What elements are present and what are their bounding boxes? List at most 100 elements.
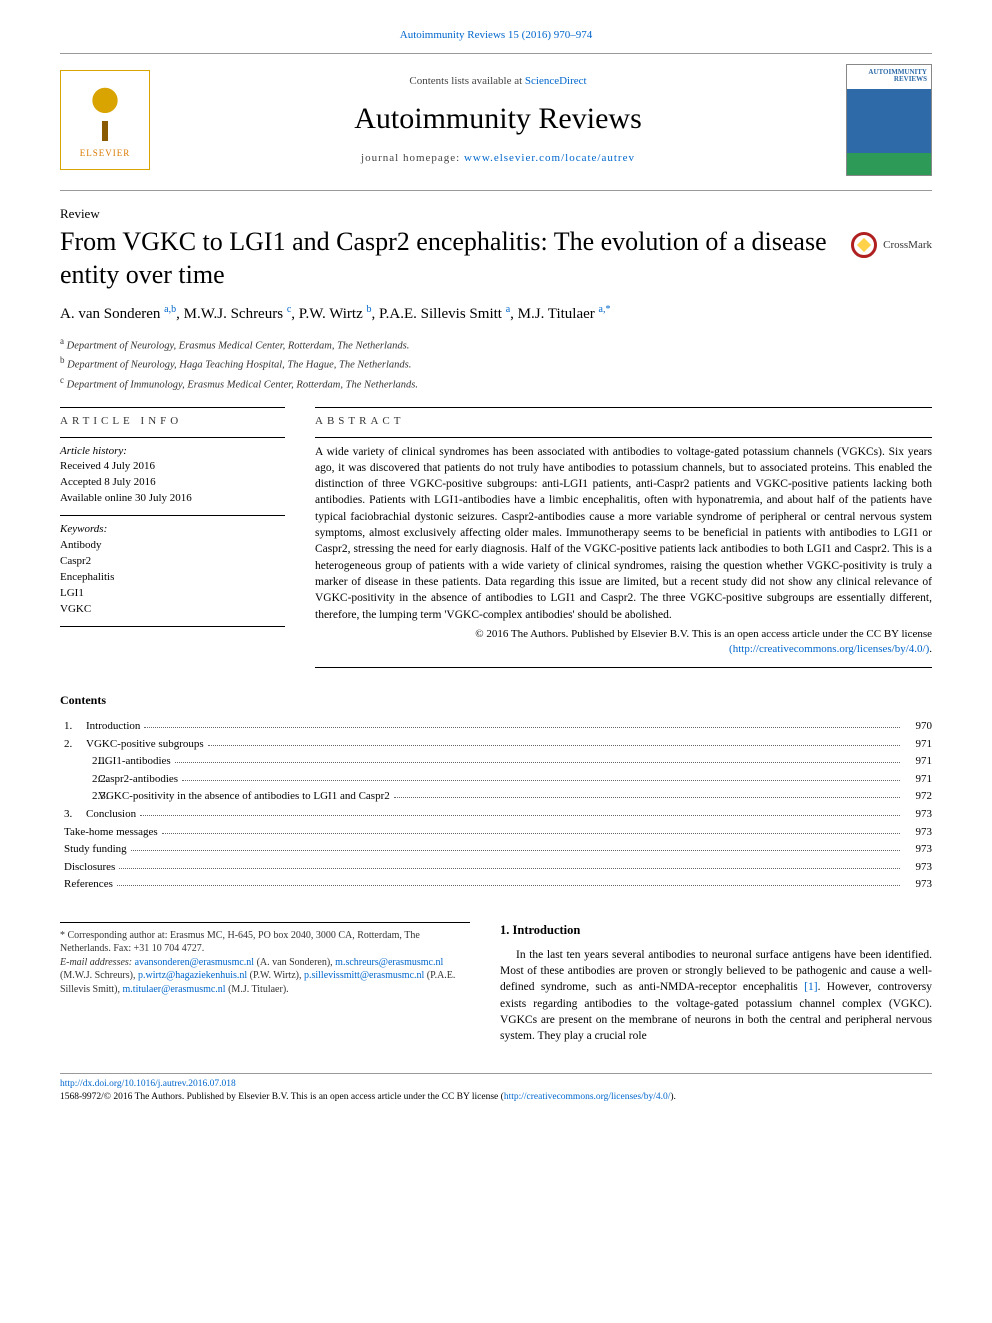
email-author-name: (M.W.J. Schreurs), bbox=[60, 970, 135, 981]
elsevier-tree-icon bbox=[75, 81, 135, 141]
toc-label: Caspr2-antibodies bbox=[98, 771, 178, 789]
author-email-link[interactable]: p.wirtz@hagaziekenhuis.nl bbox=[138, 970, 247, 981]
toc-label: Take-home messages bbox=[64, 824, 158, 842]
cc-license-link[interactable]: (http://creativecommons.org/licenses/by/… bbox=[729, 643, 929, 655]
email-author-name: (M.J. Titulaer). bbox=[228, 984, 289, 995]
article-info-column: ARTICLE INFO Article history: Received 4… bbox=[60, 407, 285, 674]
abstract-text: A wide variety of clinical syndromes has… bbox=[315, 444, 932, 624]
toc-row[interactable]: Take-home messages 973 bbox=[60, 824, 932, 842]
toc-row[interactable]: 2.3.VGKC-positivity in the absence of an… bbox=[60, 788, 932, 806]
toc-label: References bbox=[64, 876, 113, 894]
section-1-heading: 1. Introduction bbox=[500, 922, 932, 939]
toc-leader-dots bbox=[117, 876, 900, 886]
article-history: Article history: Received 4 July 2016 Ac… bbox=[60, 444, 285, 508]
homepage-prefix: journal homepage: bbox=[361, 152, 464, 164]
journal-header: ELSEVIER Contents lists available at Sci… bbox=[60, 53, 932, 191]
email-author-name: (P.W. Wirtz), bbox=[250, 970, 302, 981]
keyword: VGKC bbox=[60, 602, 285, 618]
footnote-star: * bbox=[60, 930, 65, 941]
toc-row[interactable]: 2.VGKC-positive subgroups 971 bbox=[60, 736, 932, 754]
elsevier-brand-text: ELSEVIER bbox=[80, 147, 131, 159]
affiliation-line: a Department of Neurology, Erasmus Medic… bbox=[60, 335, 932, 354]
toc-label: Study funding bbox=[64, 841, 127, 859]
toc-page: 973 bbox=[904, 841, 932, 859]
toc-row[interactable]: 2.1.LGI1-antibodies 971 bbox=[60, 753, 932, 771]
keyword: Encephalitis bbox=[60, 570, 285, 586]
toc-leader-dots bbox=[140, 806, 900, 816]
elsevier-logo: ELSEVIER bbox=[60, 70, 150, 170]
crossmark-label: CrossMark bbox=[883, 238, 932, 253]
affiliation-line: c Department of Immunology, Erasmus Medi… bbox=[60, 374, 932, 393]
footer-close-paren: ). bbox=[670, 1092, 676, 1102]
history-received: Received 4 July 2016 bbox=[60, 459, 285, 475]
emails-label: E-mail addresses: bbox=[60, 957, 132, 968]
toc-row[interactable]: Disclosures 973 bbox=[60, 859, 932, 877]
journal-name: Autoimmunity Reviews bbox=[166, 99, 830, 140]
crossmark-widget[interactable]: CrossMark bbox=[851, 226, 932, 258]
toc-row[interactable]: References 973 bbox=[60, 876, 932, 894]
toc-page: 973 bbox=[904, 876, 932, 894]
abstract-heading: ABSTRACT bbox=[315, 414, 932, 429]
toc-label: Disclosures bbox=[64, 859, 115, 877]
toc-row[interactable]: Study funding 973 bbox=[60, 841, 932, 859]
toc-leader-dots bbox=[144, 718, 900, 728]
journal-homepage-link[interactable]: www.elsevier.com/locate/autrev bbox=[464, 152, 635, 164]
contents-available-line: Contents lists available at ScienceDirec… bbox=[166, 74, 830, 89]
sciencedirect-link[interactable]: ScienceDirect bbox=[525, 75, 587, 87]
table-of-contents: 1.Introduction 9702.VGKC-positive subgro… bbox=[60, 718, 932, 894]
author-email-link[interactable]: avansonderen@erasmusmc.nl bbox=[135, 957, 254, 968]
toc-number: 3. bbox=[60, 806, 86, 824]
toc-page: 971 bbox=[904, 753, 932, 771]
toc-number: 2.3. bbox=[60, 788, 98, 806]
article-title: From VGKC to LGI1 and Caspr2 encephaliti… bbox=[60, 226, 839, 291]
toc-leader-dots bbox=[119, 859, 900, 869]
affiliations: a Department of Neurology, Erasmus Medic… bbox=[60, 335, 932, 393]
doi-link[interactable]: http://dx.doi.org/10.1016/j.autrev.2016.… bbox=[60, 1079, 236, 1089]
author-email-link[interactable]: m.schreurs@erasmusmc.nl bbox=[335, 957, 443, 968]
toc-leader-dots bbox=[131, 841, 900, 851]
keyword: LGI1 bbox=[60, 586, 285, 602]
article-type: Review bbox=[60, 205, 932, 223]
history-label: Article history: bbox=[60, 444, 285, 460]
toc-label: LGI1-antibodies bbox=[98, 753, 171, 771]
toc-leader-dots bbox=[182, 771, 900, 781]
toc-label: VGKC-positive subgroups bbox=[86, 736, 204, 754]
journal-reference: Autoimmunity Reviews 15 (2016) 970–974 bbox=[60, 28, 932, 43]
toc-number: 2.2. bbox=[60, 771, 98, 789]
contents-heading: Contents bbox=[60, 692, 932, 708]
journal-cover-thumbnail: AUTOIMMUNITY REVIEWS bbox=[846, 64, 932, 176]
journal-homepage-line: journal homepage: www.elsevier.com/locat… bbox=[166, 151, 830, 166]
issn-copyright-line: 1568-9972/© 2016 The Authors. Published … bbox=[60, 1092, 504, 1102]
page-footer: http://dx.doi.org/10.1016/j.autrev.2016.… bbox=[60, 1073, 932, 1105]
keyword: Antibody bbox=[60, 538, 285, 554]
author-email-link[interactable]: p.sillevissmitt@erasmusmc.nl bbox=[304, 970, 424, 981]
email-author-name: (A. van Sonderen), bbox=[257, 957, 333, 968]
history-accepted: Accepted 8 July 2016 bbox=[60, 475, 285, 491]
author-email-link[interactable]: m.titulaer@erasmusmc.nl bbox=[123, 984, 226, 995]
citation-link[interactable]: [1] bbox=[804, 981, 817, 993]
affiliation-line: b Department of Neurology, Haga Teaching… bbox=[60, 354, 932, 373]
toc-leader-dots bbox=[162, 824, 900, 834]
author-list: A. van Sonderen a,b, M.W.J. Schreurs c, … bbox=[60, 303, 932, 324]
toc-label: VGKC-positivity in the absence of antibo… bbox=[98, 788, 390, 806]
toc-page: 972 bbox=[904, 788, 932, 806]
toc-leader-dots bbox=[394, 788, 900, 798]
toc-leader-dots bbox=[208, 736, 900, 746]
toc-page: 971 bbox=[904, 736, 932, 754]
header-center: Contents lists available at ScienceDirec… bbox=[166, 74, 830, 166]
toc-page: 973 bbox=[904, 824, 932, 842]
toc-label: Conclusion bbox=[86, 806, 136, 824]
keywords-block: Keywords: AntibodyCaspr2EncephalitisLGI1… bbox=[60, 522, 285, 618]
crossmark-icon bbox=[851, 232, 877, 258]
abstract-column: ABSTRACT A wide variety of clinical synd… bbox=[315, 407, 932, 674]
section-1-paragraph: In the last ten years several antibodies… bbox=[500, 947, 932, 1045]
contents-prefix: Contents lists available at bbox=[409, 75, 524, 87]
toc-row[interactable]: 3.Conclusion 973 bbox=[60, 806, 932, 824]
toc-row[interactable]: 1.Introduction 970 bbox=[60, 718, 932, 736]
toc-page: 971 bbox=[904, 771, 932, 789]
toc-page: 973 bbox=[904, 859, 932, 877]
toc-row[interactable]: 2.2.Caspr2-antibodies 971 bbox=[60, 771, 932, 789]
footer-cc-link[interactable]: http://creativecommons.org/licenses/by/4… bbox=[504, 1092, 671, 1102]
toc-number: 2.1. bbox=[60, 753, 98, 771]
toc-page: 970 bbox=[904, 718, 932, 736]
